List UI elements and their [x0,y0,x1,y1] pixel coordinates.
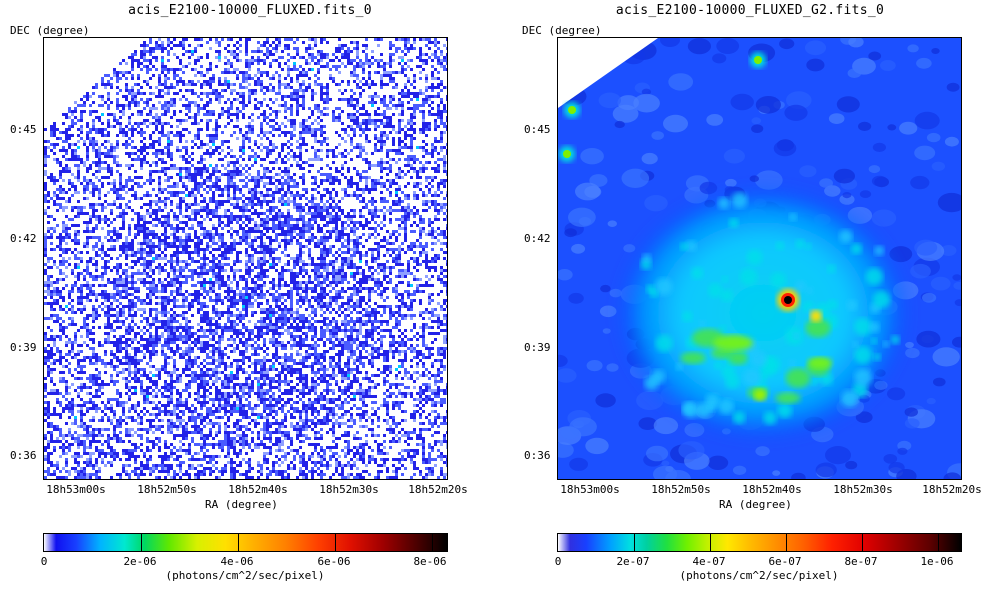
colorbar-unit-label: (photons/cm^2/sec/pixel) [165,569,325,582]
y-tick-label: 0:36 [10,449,37,462]
y-axis-label: DEC (degree) [10,24,90,37]
x-tick-label: 18h52m30s [833,483,893,496]
colorbar-tick-label: 6e-06 [317,555,351,568]
x-tick-label: 18h52m20s [922,483,982,496]
x-tick-label: 18h53m00s [560,483,620,496]
colorbar-tick-label: 2e-06 [123,555,157,568]
y-tick-label: 0:45 [524,123,551,136]
colorbar [43,533,448,552]
y-tick-label: 0:36 [524,449,551,462]
x-tick-label: 18h52m40s [228,483,288,496]
right-image-panel: acis_E2100-10000_FLUXED_G2.fits_0 DEC (d… [500,0,1000,607]
colorbar-tick-label: 0 [554,555,562,568]
y-tick-label: 0:45 [10,123,37,136]
y-tick-label: 0:42 [10,232,37,245]
x-tick-label: 18h52m50s [651,483,711,496]
x-tick-label: 18h52m40s [742,483,802,496]
colorbar-tick-label: 2e-07 [616,555,650,568]
x-tick-label: 18h52m30s [319,483,379,496]
x-tick-label: 18h52m50s [137,483,197,496]
y-tick-label: 0:39 [10,341,37,354]
colorbar-tick-label: 1e-06 [920,555,954,568]
x-axis-label: RA (degree) [205,498,278,511]
colorbar-tick-label: 6e-07 [768,555,802,568]
colorbar [557,533,962,552]
colorbar-tick-label: 8e-07 [844,555,878,568]
colorbar-unit-label: (photons/cm^2/sec/pixel) [679,569,839,582]
colorbar-tick-label: 4e-07 [692,555,726,568]
x-tick-label: 18h53m00s [46,483,106,496]
colorbar-tick-label: 0 [40,555,48,568]
x-axis-label: RA (degree) [719,498,792,511]
y-tick-label: 0:39 [524,341,551,354]
fits-image-smoothed[interactable] [557,37,962,480]
colorbar-tick-label: 4e-06 [220,555,254,568]
y-tick-label: 0:42 [524,232,551,245]
x-tick-label: 18h52m20s [408,483,468,496]
colorbar-tick-label: 8e-06 [413,555,447,568]
panel-title: acis_E2100-10000_FLUXED_G2.fits_0 [615,3,885,18]
fits-image-raw[interactable] [43,37,448,480]
panel-title: acis_E2100-10000_FLUXED.fits_0 [128,3,372,18]
left-image-panel: acis_E2100-10000_FLUXED.fits_0 DEC (degr… [10,3,468,582]
y-axis-label: DEC (degree) [522,24,602,37]
